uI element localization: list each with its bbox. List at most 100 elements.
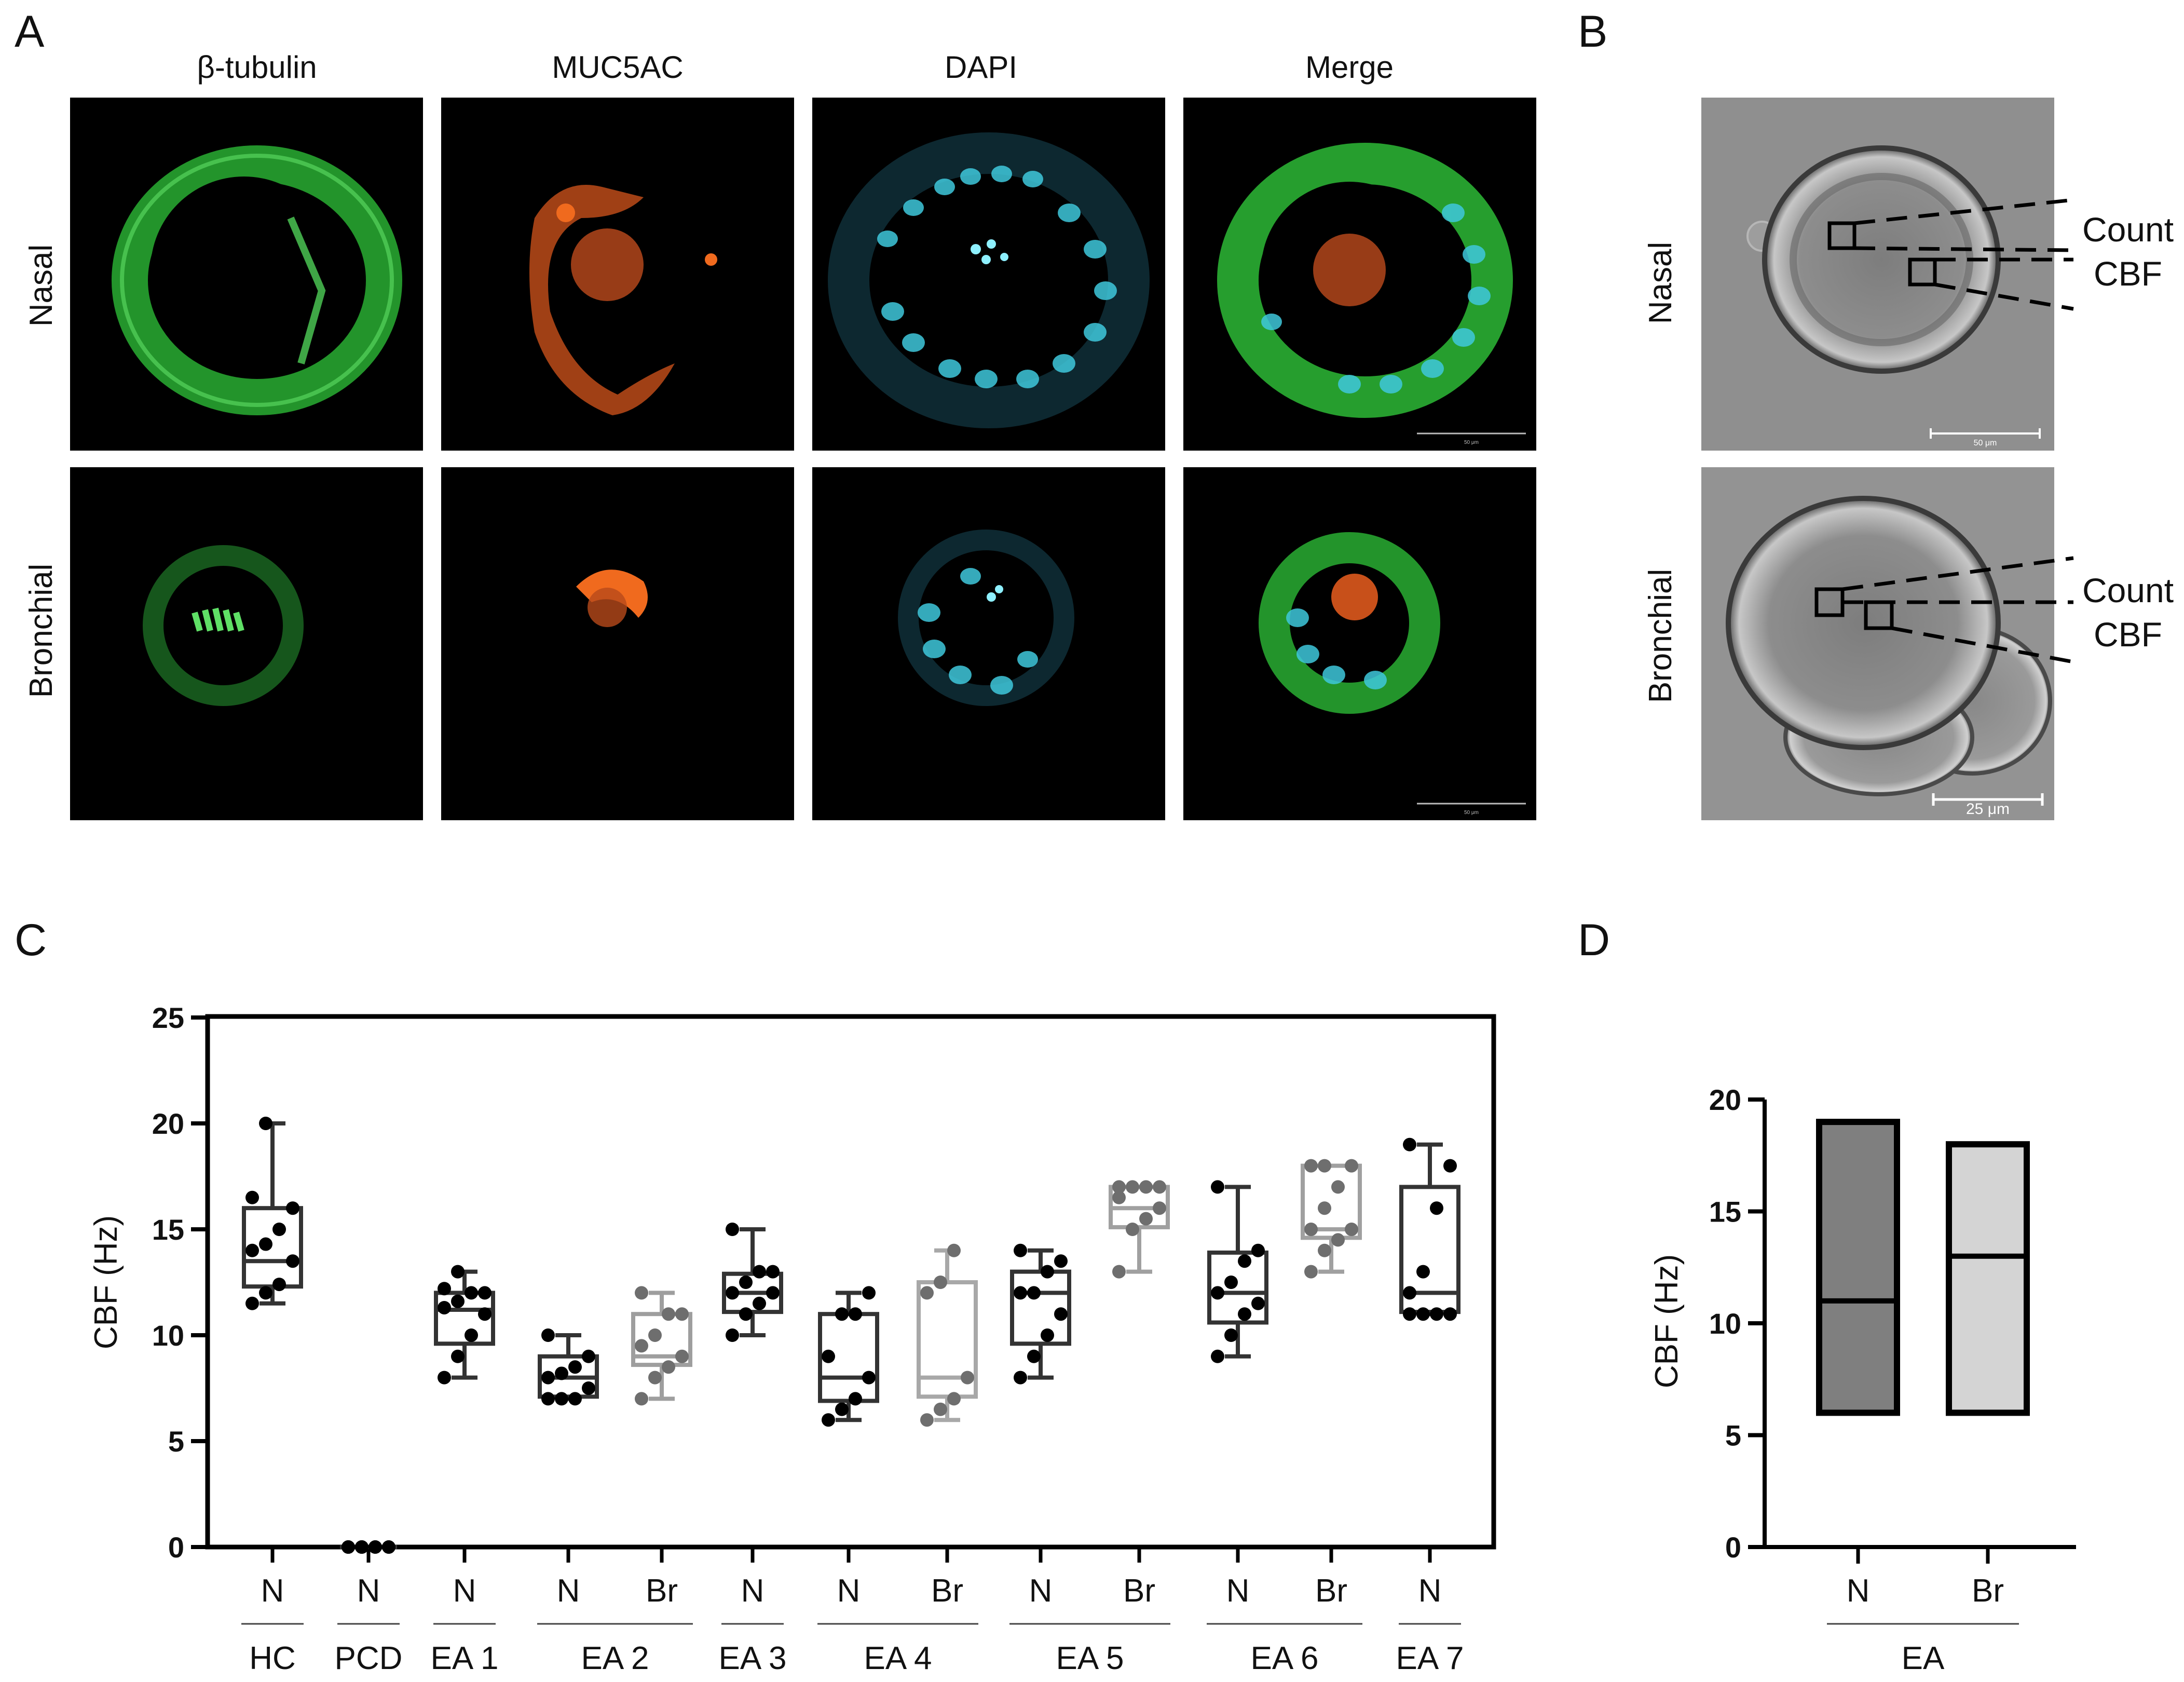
data-point (753, 1265, 766, 1279)
column-label-merge: Merge (1305, 50, 1394, 85)
data-point (635, 1339, 648, 1353)
data-point (1318, 1243, 1331, 1257)
data-point (1251, 1243, 1265, 1257)
data-point (822, 1349, 835, 1363)
data-point (1041, 1328, 1054, 1342)
data-point (1041, 1265, 1054, 1279)
box-10 (1207, 1180, 1268, 1363)
data-point (541, 1392, 555, 1406)
micrograph-bronchial-tubulin (70, 467, 423, 820)
data-point (648, 1328, 662, 1342)
data-point (451, 1349, 465, 1363)
data-point (245, 1296, 259, 1310)
data-point (1153, 1180, 1166, 1194)
scale-bar-label: 25 μm (1966, 801, 2010, 818)
box-9 (1109, 1180, 1170, 1279)
data-point (342, 1540, 355, 1554)
data-point (1403, 1137, 1416, 1151)
chart-d: CBF (Hz) 0 5 10 15 20 N Br EA (1649, 1083, 2076, 1676)
x-tick-label: Br (931, 1573, 963, 1609)
y-tick-label: 5 (168, 1425, 184, 1458)
data-point (961, 1371, 974, 1385)
data-point (1112, 1265, 1126, 1279)
column-label-tubulin: β-tubulin (197, 50, 317, 85)
group-label: EA 4 (864, 1640, 932, 1676)
group-label: EA 2 (581, 1640, 649, 1676)
data-point (1054, 1254, 1068, 1268)
data-point (635, 1286, 648, 1300)
data-point (541, 1328, 555, 1342)
group-label: HC (249, 1640, 296, 1676)
panel-b: Nasal Bronchial 50 μm Count CBF (1643, 98, 2174, 820)
group-label: EA 1 (431, 1640, 499, 1676)
micrograph-bronchial-dapi (812, 467, 1165, 820)
data-point (1403, 1286, 1416, 1300)
data-point (934, 1276, 947, 1289)
range-bar-br (1946, 1141, 2030, 1416)
y-tick-label: 10 (1709, 1307, 1741, 1340)
data-point (726, 1328, 739, 1342)
data-point (1139, 1212, 1153, 1226)
data-point (555, 1366, 568, 1380)
y-axis-label: CBF (Hz) (88, 1215, 124, 1349)
box-3 (538, 1328, 599, 1406)
y-tick-label: 10 (152, 1319, 184, 1352)
plot-frame (205, 1014, 1496, 1550)
scale-bar-label: 50 μm (1974, 439, 1997, 447)
data-point (1304, 1265, 1318, 1279)
group-label: EA 5 (1056, 1640, 1124, 1676)
data-point (368, 1540, 382, 1554)
panel-letter-d: D (1578, 915, 1610, 965)
box-8 (1010, 1243, 1071, 1385)
panel-letter-b: B (1578, 7, 1607, 57)
data-point (478, 1286, 492, 1300)
data-point (259, 1117, 272, 1130)
box-0 (242, 1117, 303, 1310)
micrograph-bronchial-merge: 50 μm (1183, 467, 1536, 820)
column-label-muc5ac: MUC5AC (552, 50, 683, 85)
micrograph-bronchial-muc5ac (441, 467, 794, 820)
data-point (245, 1243, 259, 1257)
micrograph-nasal-muc5ac (441, 98, 794, 451)
data-point (1430, 1201, 1443, 1215)
x-tick-label: Br (1123, 1573, 1155, 1609)
scale-bar-label: 50 μm (1464, 810, 1479, 816)
data-point (259, 1286, 272, 1300)
data-point (1416, 1265, 1430, 1279)
micrograph-nasal-tubulin (70, 98, 423, 451)
data-point (568, 1360, 582, 1374)
y-tick-label: 15 (1709, 1196, 1741, 1228)
data-point (753, 1296, 766, 1310)
box-6 (818, 1286, 879, 1427)
y-tick-label: 25 (152, 1001, 184, 1034)
data-point (1126, 1223, 1139, 1236)
brightfield-bronchial: 25 μm (1701, 467, 2074, 820)
data-point (1331, 1233, 1345, 1247)
y-tick-label: 0 (168, 1531, 184, 1564)
row-label-b-bronchial: Bronchial (1643, 569, 1678, 703)
group-label: EA (1902, 1640, 1945, 1676)
x-tick-label: N (357, 1573, 380, 1609)
annotation-count: Count (2082, 210, 2174, 249)
data-point (920, 1413, 934, 1427)
micrograph-nasal-merge: 50 μm (1183, 98, 1536, 451)
data-point (286, 1254, 299, 1268)
box-12 (1399, 1137, 1460, 1321)
data-point (451, 1294, 465, 1308)
brightfield-nasal: 50 μm (1701, 98, 2074, 451)
micrograph-nasal-dapi (812, 98, 1165, 451)
group-label: EA 6 (1251, 1640, 1319, 1676)
data-point (766, 1265, 780, 1279)
data-point (1139, 1180, 1153, 1194)
x-tick-label: N (1847, 1573, 1870, 1609)
data-point (849, 1392, 862, 1406)
data-point (662, 1307, 675, 1321)
data-point (766, 1286, 780, 1300)
data-point (1054, 1307, 1068, 1321)
data-point (648, 1371, 662, 1385)
data-point (1443, 1307, 1457, 1321)
data-point (849, 1307, 862, 1321)
x-tick-label: Br (1315, 1573, 1347, 1609)
data-point (1027, 1349, 1041, 1363)
annotation-count: Count (2082, 571, 2174, 609)
